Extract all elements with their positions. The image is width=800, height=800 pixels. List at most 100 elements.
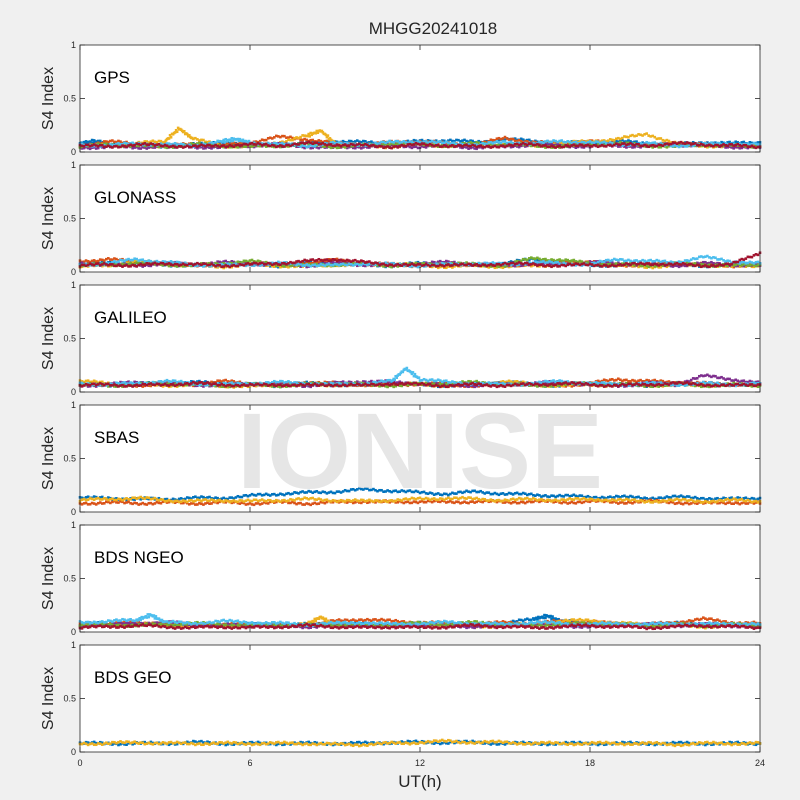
data-point <box>532 262 535 265</box>
data-point <box>127 144 130 147</box>
data-point <box>329 261 333 265</box>
data-point <box>604 258 608 262</box>
data-point <box>121 265 124 268</box>
data-point <box>345 263 349 267</box>
data-point <box>277 260 280 264</box>
data-point <box>416 265 420 269</box>
data-point <box>499 137 503 141</box>
data-point <box>754 146 758 150</box>
data-point <box>633 259 636 262</box>
data-point <box>679 140 683 144</box>
data-point <box>552 139 555 142</box>
data-point <box>102 145 106 149</box>
data-point <box>396 263 400 266</box>
data-point <box>610 141 614 145</box>
data-point <box>501 142 505 146</box>
data-point <box>163 143 167 147</box>
data-point <box>272 141 276 145</box>
data-point <box>163 140 167 144</box>
data-point <box>390 143 393 147</box>
data-point <box>580 140 584 144</box>
data-point <box>693 262 697 265</box>
data-point <box>264 262 268 266</box>
data-point <box>362 262 365 265</box>
data-point <box>515 263 519 267</box>
data-point <box>382 262 385 266</box>
data-point <box>477 261 480 265</box>
data-point <box>321 143 325 146</box>
data-point <box>418 140 422 144</box>
data-point <box>578 143 582 146</box>
data-point <box>285 265 288 268</box>
data-point <box>102 140 106 143</box>
data-point <box>355 143 359 146</box>
data-point <box>594 262 598 265</box>
data-point <box>309 262 313 265</box>
data-point <box>299 141 302 145</box>
data-point <box>84 140 88 143</box>
data-point <box>487 141 491 144</box>
data-point <box>679 144 683 148</box>
data-point <box>325 142 329 145</box>
data-point <box>687 141 691 145</box>
data-point <box>639 260 642 263</box>
data-point <box>615 264 618 268</box>
data-point <box>706 141 709 144</box>
data-point <box>532 143 535 147</box>
data-point <box>240 141 244 145</box>
data-point <box>244 145 248 148</box>
data-point <box>326 134 330 137</box>
data-point <box>307 140 310 144</box>
data-point <box>96 262 100 265</box>
data-point <box>736 260 740 264</box>
data-point <box>442 266 446 269</box>
data-point <box>287 262 290 265</box>
data-point <box>92 144 96 148</box>
data-point <box>726 142 729 146</box>
data-point <box>635 142 638 146</box>
data-point <box>330 139 334 142</box>
data-point <box>236 260 240 264</box>
data-point <box>88 262 92 266</box>
data-point <box>125 140 128 144</box>
data-point <box>556 145 559 148</box>
data-point <box>542 260 545 263</box>
data-point <box>538 264 541 268</box>
data-point <box>327 262 331 266</box>
data-point <box>740 144 744 148</box>
data-point <box>107 140 110 144</box>
data-point <box>440 141 444 145</box>
data-point <box>323 258 327 262</box>
y-tick-label: 1 <box>71 160 76 170</box>
data-point <box>542 141 545 145</box>
data-point <box>592 141 596 145</box>
data-point <box>388 265 391 268</box>
data-point <box>317 257 321 261</box>
data-point <box>275 264 278 267</box>
data-point <box>283 142 286 146</box>
data-point <box>90 144 94 147</box>
data-point <box>639 261 642 265</box>
data-point <box>196 147 199 150</box>
data-point <box>564 259 568 263</box>
data-point <box>746 264 750 267</box>
data-point <box>718 263 721 266</box>
data-point <box>325 264 329 268</box>
data-point <box>560 145 563 149</box>
data-point <box>750 144 754 148</box>
data-point <box>270 145 274 148</box>
data-point <box>117 260 120 263</box>
data-point <box>324 133 328 137</box>
data-point <box>550 262 553 266</box>
data-point <box>137 144 140 148</box>
data-point <box>590 141 594 144</box>
data-point <box>335 144 339 148</box>
data-point <box>430 143 434 147</box>
data-point <box>536 258 539 262</box>
data-point <box>523 142 527 146</box>
data-point <box>645 264 648 268</box>
data-point <box>572 143 576 146</box>
data-point <box>536 264 539 267</box>
data-point <box>281 145 284 148</box>
data-point <box>272 136 276 139</box>
